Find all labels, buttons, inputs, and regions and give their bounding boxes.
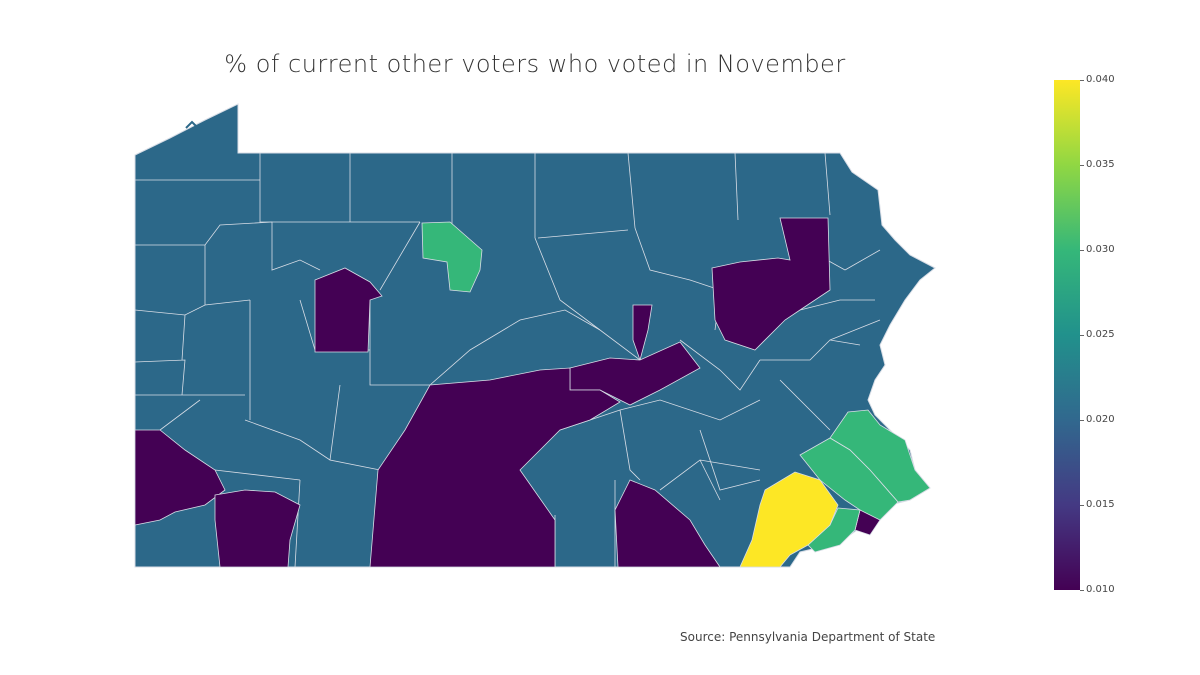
colorbar-tick-label: 0.025 <box>1086 329 1115 340</box>
colorbar-tick-label: 0.010 <box>1086 584 1115 595</box>
colorbar-tick-label: 0.030 <box>1086 244 1115 255</box>
colorbar <box>1054 80 1080 590</box>
colorbar-tick-label: 0.035 <box>1086 159 1115 170</box>
lake-erie-shore <box>185 120 197 129</box>
colorbar-tick-label: 0.040 <box>1086 74 1115 85</box>
mid-value-counties <box>421 221 931 553</box>
colorbar-tick-label: 0.015 <box>1086 499 1115 510</box>
source-note: Source: Pennsylvania Department of State <box>680 630 936 644</box>
high-value-county <box>739 471 839 568</box>
map-title: % of current other voters who voted in N… <box>224 50 846 78</box>
pennsylvania-choropleth-map <box>134 103 936 568</box>
colorbar-tick-label: 0.020 <box>1086 414 1115 425</box>
